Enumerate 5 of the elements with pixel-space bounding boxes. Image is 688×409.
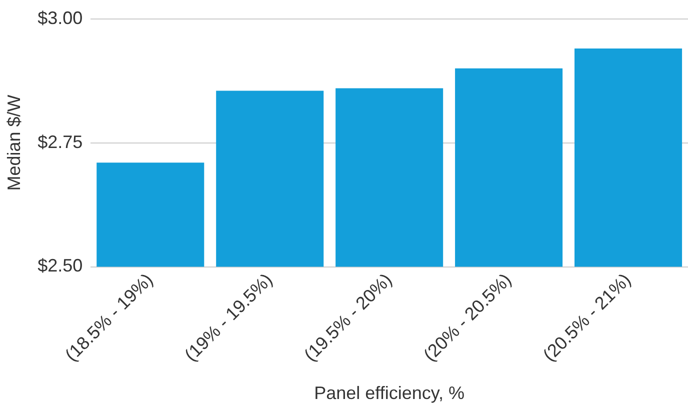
y-tick-label: $2.75 [38,132,83,152]
y-axis-title: Median $/W [4,94,24,191]
y-tick-label: $2.50 [38,256,83,276]
y-tick-label: $3.00 [38,8,83,28]
x-axis-title: Panel efficiency, % [314,383,465,404]
